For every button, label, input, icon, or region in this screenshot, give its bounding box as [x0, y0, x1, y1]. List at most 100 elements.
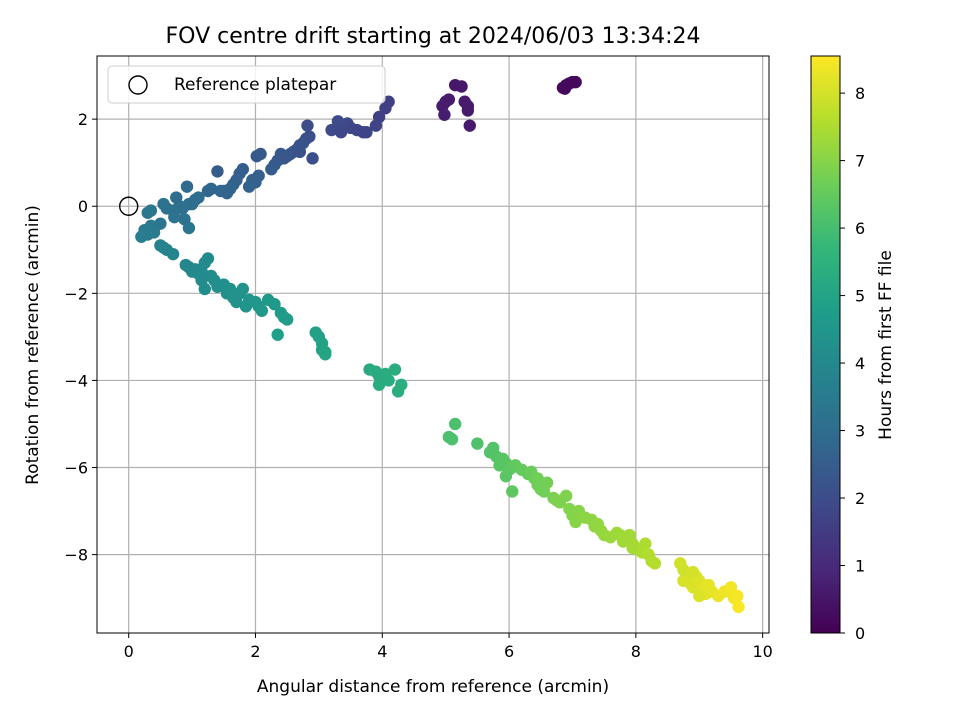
- data-point: [732, 600, 745, 614]
- x-tick-label: 10: [752, 642, 772, 661]
- data-point: [471, 437, 484, 450]
- data-point: [686, 565, 700, 579]
- colorbar-label: Hours from first FF file: [876, 250, 896, 440]
- colorbar-tick-label: 5: [855, 287, 865, 306]
- x-axis-ticks: 0 2 4 6 8 10: [124, 633, 773, 661]
- data-point: [372, 369, 386, 383]
- y-tick-label: 0: [78, 197, 88, 216]
- data-point: [724, 581, 738, 594]
- legend: Reference platepar: [107, 65, 386, 104]
- data-point: [178, 213, 191, 226]
- y-tick-label: −8: [64, 546, 88, 565]
- data-point: [141, 206, 154, 219]
- data-point: [442, 93, 456, 106]
- y-axis-label: Rotation from reference (arcmin): [23, 205, 43, 485]
- data-point: [157, 197, 170, 211]
- legend-label: Reference platepar: [174, 75, 336, 95]
- x-tick-label: 2: [250, 642, 260, 661]
- colorbar-tick-label: 1: [855, 557, 865, 576]
- reference-point: [118, 196, 139, 216]
- data-point: [201, 184, 215, 198]
- colorbar-tick-label: 4: [855, 354, 865, 373]
- data-point: [236, 282, 250, 296]
- data-point: [499, 470, 513, 483]
- data-point: [442, 430, 456, 444]
- data-point: [170, 191, 183, 204]
- data-point: [293, 145, 307, 159]
- data-point: [382, 95, 395, 108]
- colorbar-tick-label: 3: [855, 422, 865, 441]
- data-point: [559, 489, 573, 503]
- data-points: [135, 75, 745, 614]
- data-point: [693, 589, 706, 603]
- data-point: [334, 126, 348, 139]
- chart-title: FOV centre drift starting at 2024/06/03 …: [166, 24, 701, 49]
- data-point: [357, 126, 370, 139]
- data-point: [271, 328, 284, 341]
- data-point: [388, 363, 402, 376]
- x-tick-label: 6: [504, 642, 514, 661]
- data-point: [455, 80, 468, 93]
- data-point: [201, 252, 215, 265]
- data-point: [306, 152, 319, 165]
- data-point: [135, 230, 148, 243]
- colorbar-ticks: 0 1 2 3 4 5 6 7 8: [840, 84, 865, 643]
- data-point: [344, 121, 357, 135]
- data-point: [369, 119, 383, 132]
- data-point: [255, 304, 269, 317]
- colorbar-tick-label: 8: [855, 84, 865, 103]
- data-point: [301, 119, 314, 132]
- y-axis-ticks: −8 −6 −4 −2 0 2: [64, 110, 97, 565]
- colorbar-tick-label: 6: [855, 219, 865, 238]
- grid-lines: [97, 56, 769, 633]
- data-point: [325, 123, 338, 137]
- data-point: [166, 247, 180, 261]
- legend-box: [107, 65, 386, 104]
- data-point: [639, 537, 652, 550]
- data-point: [438, 108, 451, 121]
- data-point: [461, 104, 475, 117]
- data-point: [540, 476, 554, 489]
- data-point: [731, 589, 744, 603]
- data-point: [168, 210, 181, 224]
- data-point: [211, 165, 224, 178]
- x-tick-label: 8: [631, 642, 641, 661]
- x-tick-label: 0: [124, 642, 134, 661]
- data-point: [626, 541, 639, 555]
- reference-marker: [118, 196, 139, 216]
- data-point: [180, 180, 194, 193]
- data-point: [506, 485, 519, 498]
- data-point: [395, 378, 408, 391]
- colorbar: [810, 55, 841, 634]
- plot-frame: [96, 55, 770, 634]
- data-point: [569, 75, 582, 89]
- x-tick-label: 4: [377, 642, 387, 661]
- data-point: [242, 180, 256, 193]
- data-point: [265, 163, 278, 176]
- y-tick-label: −4: [64, 371, 88, 390]
- data-point: [448, 417, 462, 431]
- colorbar-tick-label: 7: [855, 152, 865, 171]
- data-point: [268, 298, 281, 311]
- data-point: [531, 472, 544, 485]
- colorbar-tick-label: 0: [855, 624, 865, 643]
- colorbar-tick-label: 2: [855, 489, 865, 508]
- data-point: [214, 184, 227, 198]
- data-point: [677, 563, 690, 577]
- y-tick-label: 2: [78, 110, 88, 129]
- data-point: [463, 119, 476, 132]
- y-tick-label: −2: [64, 284, 88, 303]
- data-point: [331, 115, 345, 128]
- data-point: [198, 282, 211, 296]
- data-point: [558, 82, 572, 95]
- data-point: [648, 557, 662, 570]
- x-axis-label: Angular distance from reference (arcmin): [257, 677, 609, 697]
- data-point: [382, 374, 395, 387]
- legend-reference-marker: [128, 75, 148, 95]
- data-point: [250, 149, 263, 163]
- data-point: [569, 515, 582, 529]
- y-tick-label: −6: [64, 459, 88, 478]
- data-point: [280, 313, 294, 326]
- data-point: [319, 345, 332, 359]
